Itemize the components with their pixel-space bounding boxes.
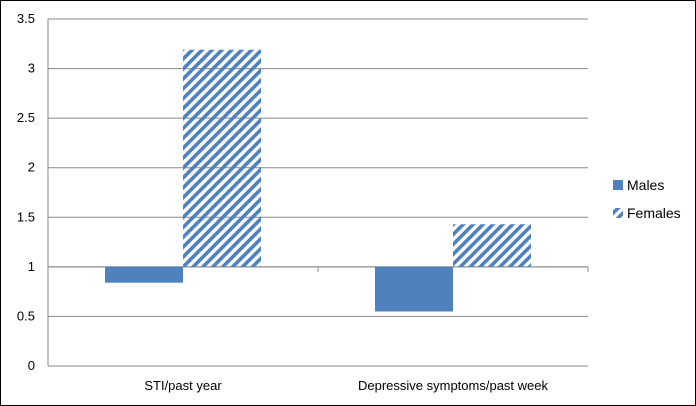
y-tick-label: 1 [28, 259, 35, 274]
bar-females-2 [453, 224, 531, 267]
bar-males-1 [105, 266, 183, 283]
bar-females-1 [183, 49, 261, 267]
bar-males-2 [375, 266, 453, 312]
y-tick-label: 0.5 [17, 308, 35, 323]
y-tick-label: 3.5 [17, 11, 35, 26]
x-category-label: STI/past year [144, 378, 222, 393]
x-category-label: Depressive symptoms/past week [358, 378, 549, 393]
y-tick-label: 2 [28, 160, 35, 175]
y-tick-label: 0 [28, 358, 35, 373]
legend-swatch-females [613, 208, 623, 218]
axis-labels: 0 0.5 1 1.5 2 2.5 3 3.5 STI/past year Depressive … [17, 11, 549, 393]
bars [105, 49, 531, 312]
axes [47, 19, 589, 367]
legend: Males Females [613, 177, 681, 221]
y-tick-label: 2.5 [17, 110, 35, 125]
y-tick-label: 1.5 [17, 209, 35, 224]
legend-label-males: Males [627, 177, 664, 193]
y-tick-label: 3 [28, 61, 35, 76]
legend-swatch-males [613, 180, 623, 190]
legend-label-females: Females [627, 205, 681, 221]
